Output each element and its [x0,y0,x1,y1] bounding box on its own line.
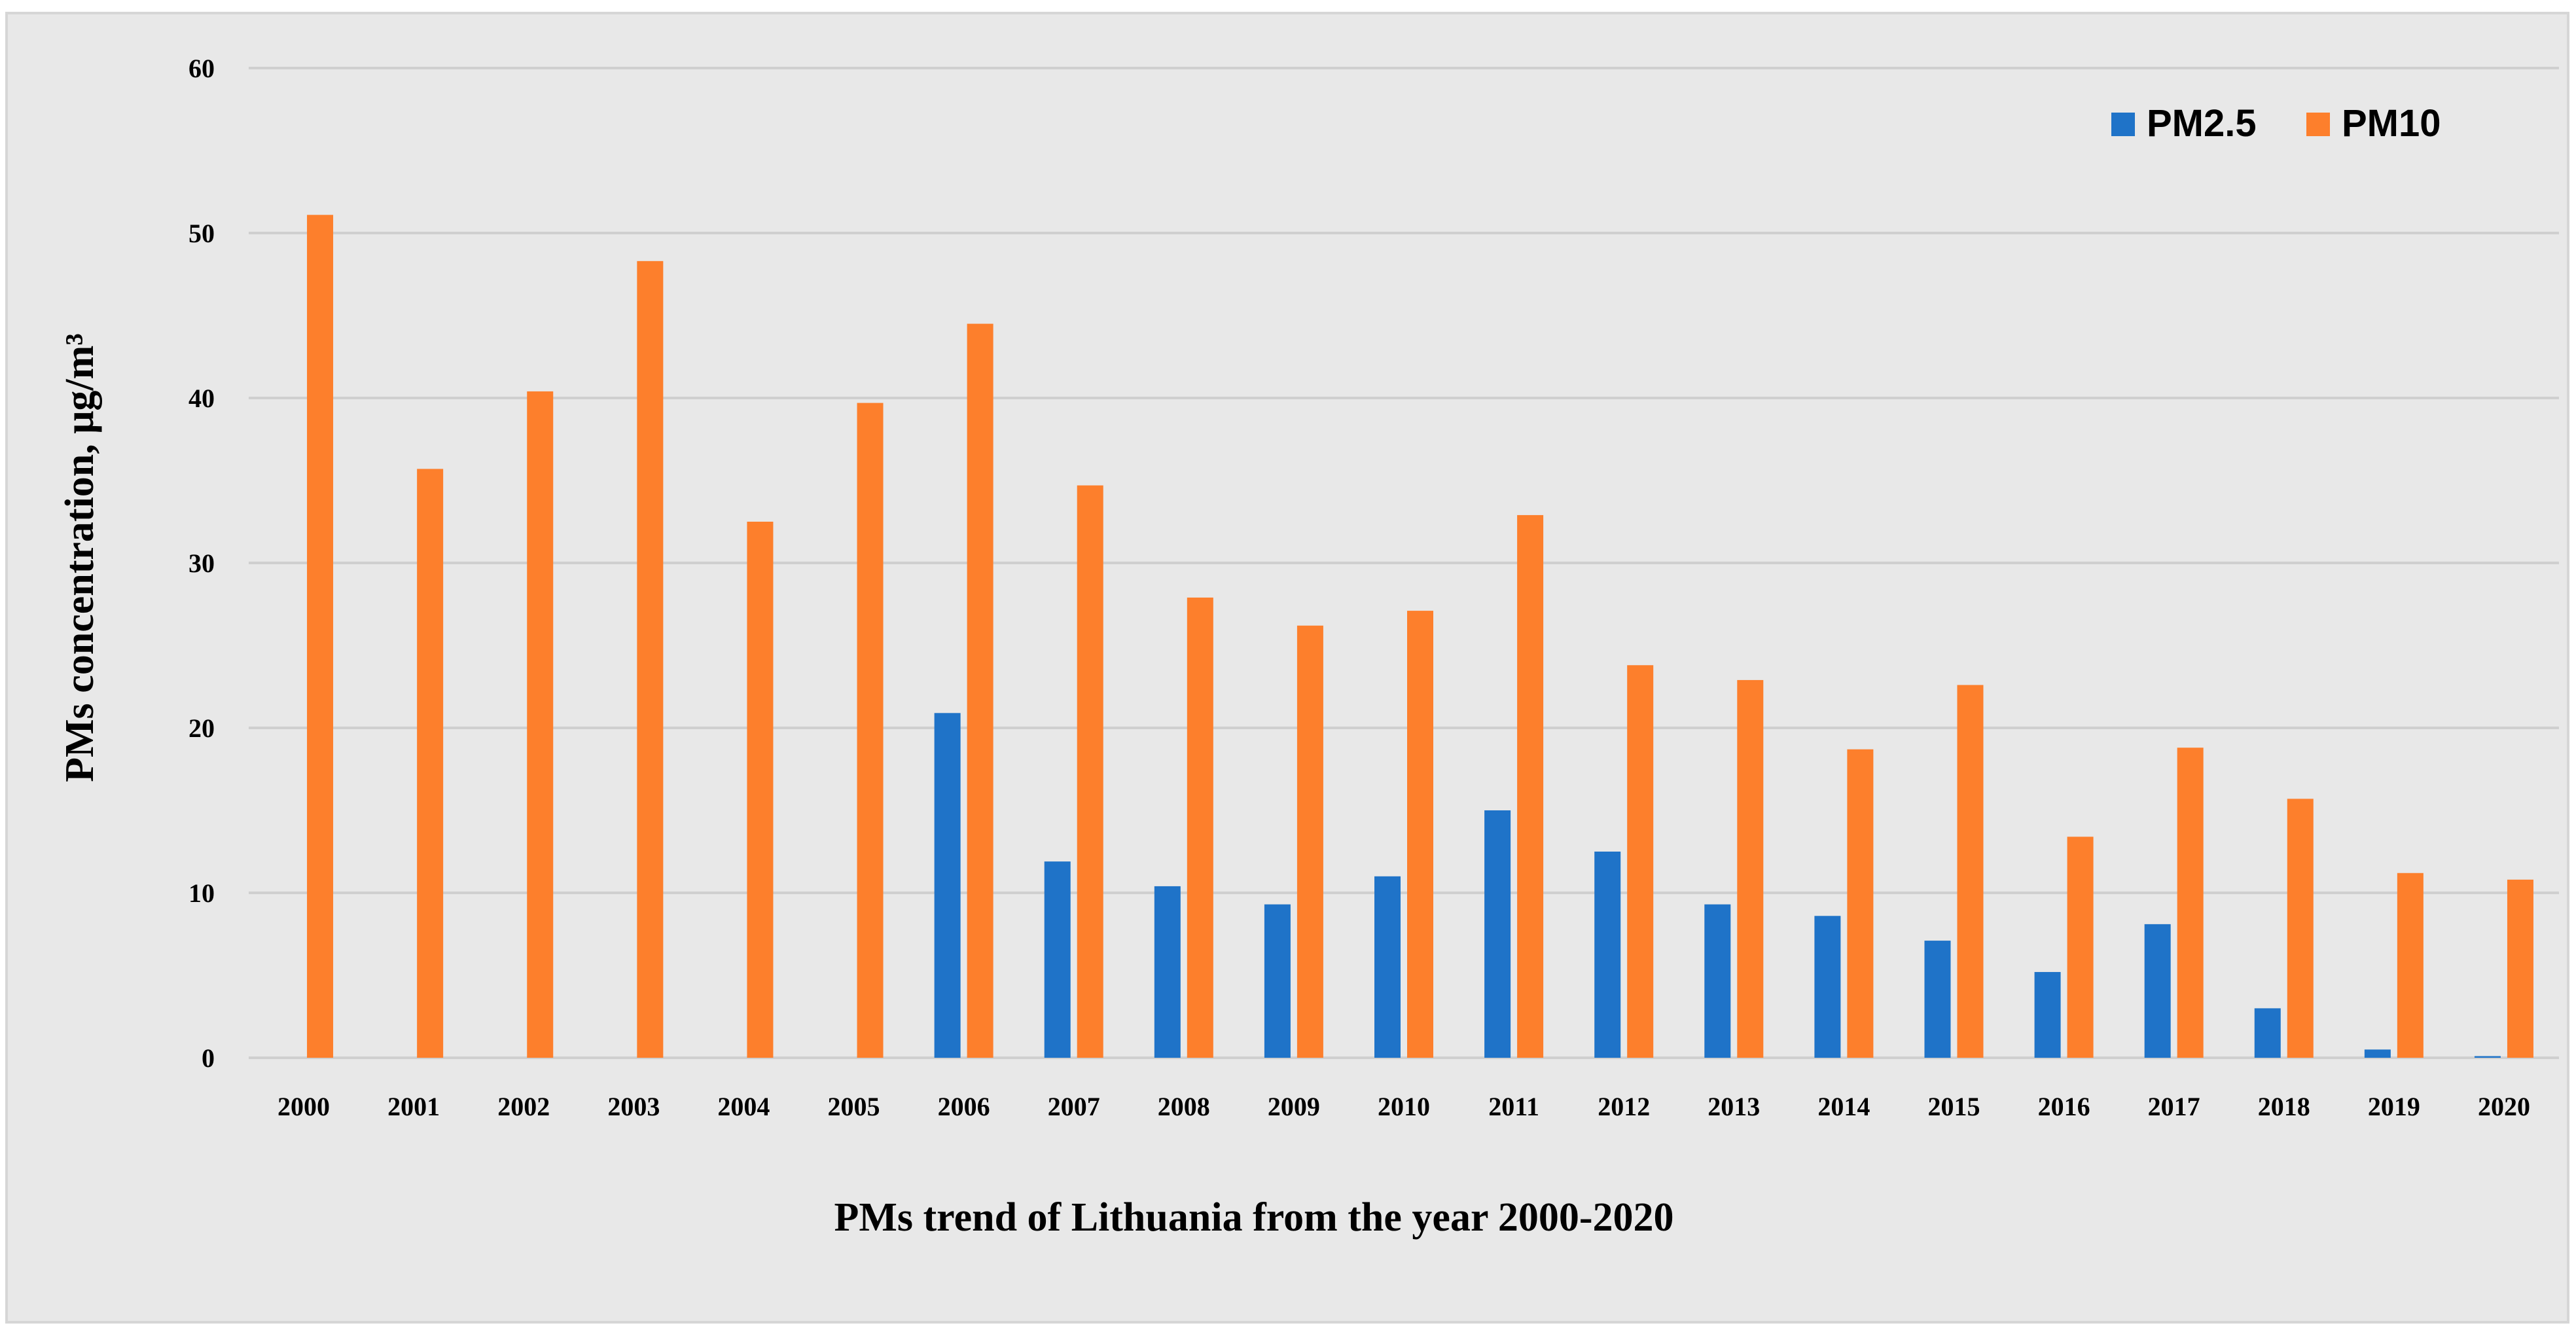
y-tick-label: 10 [188,878,215,908]
x-tick-label: 2003 [607,1092,660,1121]
x-tick-label: 2004 [717,1092,770,1121]
x-axis-title: PMs trend of Lithuania from the year 200… [834,1195,1674,1240]
bar-pm10-2001 [417,469,444,1058]
bar-pm10-2000 [307,215,334,1058]
bar-pm10-2016 [2067,837,2094,1058]
x-tick-label: 2007 [1048,1092,1100,1121]
y-tick-label: 30 [188,549,215,578]
x-tick-label: 2020 [2478,1092,2530,1121]
x-tick-label: 2005 [828,1092,880,1121]
bar-pm25-2017 [2144,924,2171,1058]
bar-pm10-2013 [1737,679,1764,1058]
bar-pm10-2017 [2177,748,2204,1058]
x-tick-label: 2009 [1268,1092,1320,1121]
bar-pm25-2009 [1264,904,1291,1058]
x-tick-label: 2018 [2258,1092,2310,1121]
x-tick-label: 2010 [1378,1092,1430,1121]
bar-pm25-2012 [1594,852,1621,1058]
x-tick-label: 2012 [1598,1092,1650,1121]
legend-swatch-pm10 [2306,113,2330,136]
x-tick-label: 2015 [1927,1092,1980,1121]
x-tick-label: 2014 [1817,1092,1870,1121]
x-tick-label: 2006 [938,1092,990,1121]
bar-pm25-2013 [1704,904,1731,1058]
x-tick-label: 2000 [277,1092,330,1121]
x-tick-label: 2011 [1488,1092,1539,1121]
legend-label-pm10: PM10 [2342,102,2441,145]
x-axis-ticks: 2000 2001 2002 2003 2004 2005 2006 2007 2008 2009… [277,1092,2530,1121]
bar-pm25-2006 [934,713,961,1058]
bar-pm25-2020 [2474,1056,2501,1058]
x-tick-label: 2013 [1708,1092,1760,1121]
y-axis-title: PMs concentration, μg/m³ [58,333,102,782]
bar-pm10-2005 [857,403,884,1058]
bar-pm10-2011 [1517,514,1544,1058]
bar-pm25-2016 [2034,971,2061,1058]
chart-background [5,12,2569,1324]
bar-pm10-2012 [1627,665,1654,1058]
x-tick-label: 2016 [2038,1092,2090,1121]
bar-pm25-2015 [1924,941,1951,1058]
bar-pm25-2011 [1484,810,1511,1058]
y-tick-label: 20 [188,713,215,743]
y-axis-ticks: 0 10 20 30 40 50 60 [188,54,215,1073]
x-tick-label: 2008 [1158,1092,1210,1121]
x-tick-label: 2019 [2368,1092,2420,1121]
gridlines [249,67,2559,1059]
y-tick-label: 40 [188,384,215,413]
x-tick-label: 2002 [497,1092,550,1121]
bar-pm10-2009 [1297,625,1323,1058]
x-tick-label: 2001 [387,1092,440,1121]
bar-pm10-2014 [1847,749,1874,1058]
y-tick-label: 60 [188,54,215,83]
bar-pm25-2019 [2364,1049,2391,1058]
bars [307,215,2533,1058]
bar-pm10-2007 [1077,485,1103,1058]
bar-pm25-2008 [1154,886,1181,1058]
bar-pm10-2004 [747,522,774,1058]
y-tick-label: 50 [188,219,215,248]
bar-pm25-2018 [2254,1008,2281,1058]
bar-pm10-2006 [967,323,993,1058]
legend-swatch-pm25 [2111,113,2135,136]
bar-pm25-2007 [1044,861,1071,1058]
legend-label-pm25: PM2.5 [2147,102,2257,145]
legend: PM2.5 PM10 [2111,102,2441,145]
bar-pm10-2002 [527,391,554,1058]
bar-pm25-2014 [1814,916,1841,1058]
bar-pm10-2015 [1957,685,1984,1058]
bar-pm10-2019 [2397,873,2424,1058]
x-tick-label: 2017 [2148,1092,2200,1121]
bar-pm10-2020 [2507,879,2533,1058]
y-tick-label: 0 [202,1043,215,1073]
bar-pm10-2010 [1407,611,1433,1058]
bar-pm25-2010 [1374,876,1401,1058]
bar-pm10-2018 [2287,799,2314,1058]
bar-pm10-2008 [1187,597,1213,1058]
bar-pm10-2003 [637,261,664,1058]
